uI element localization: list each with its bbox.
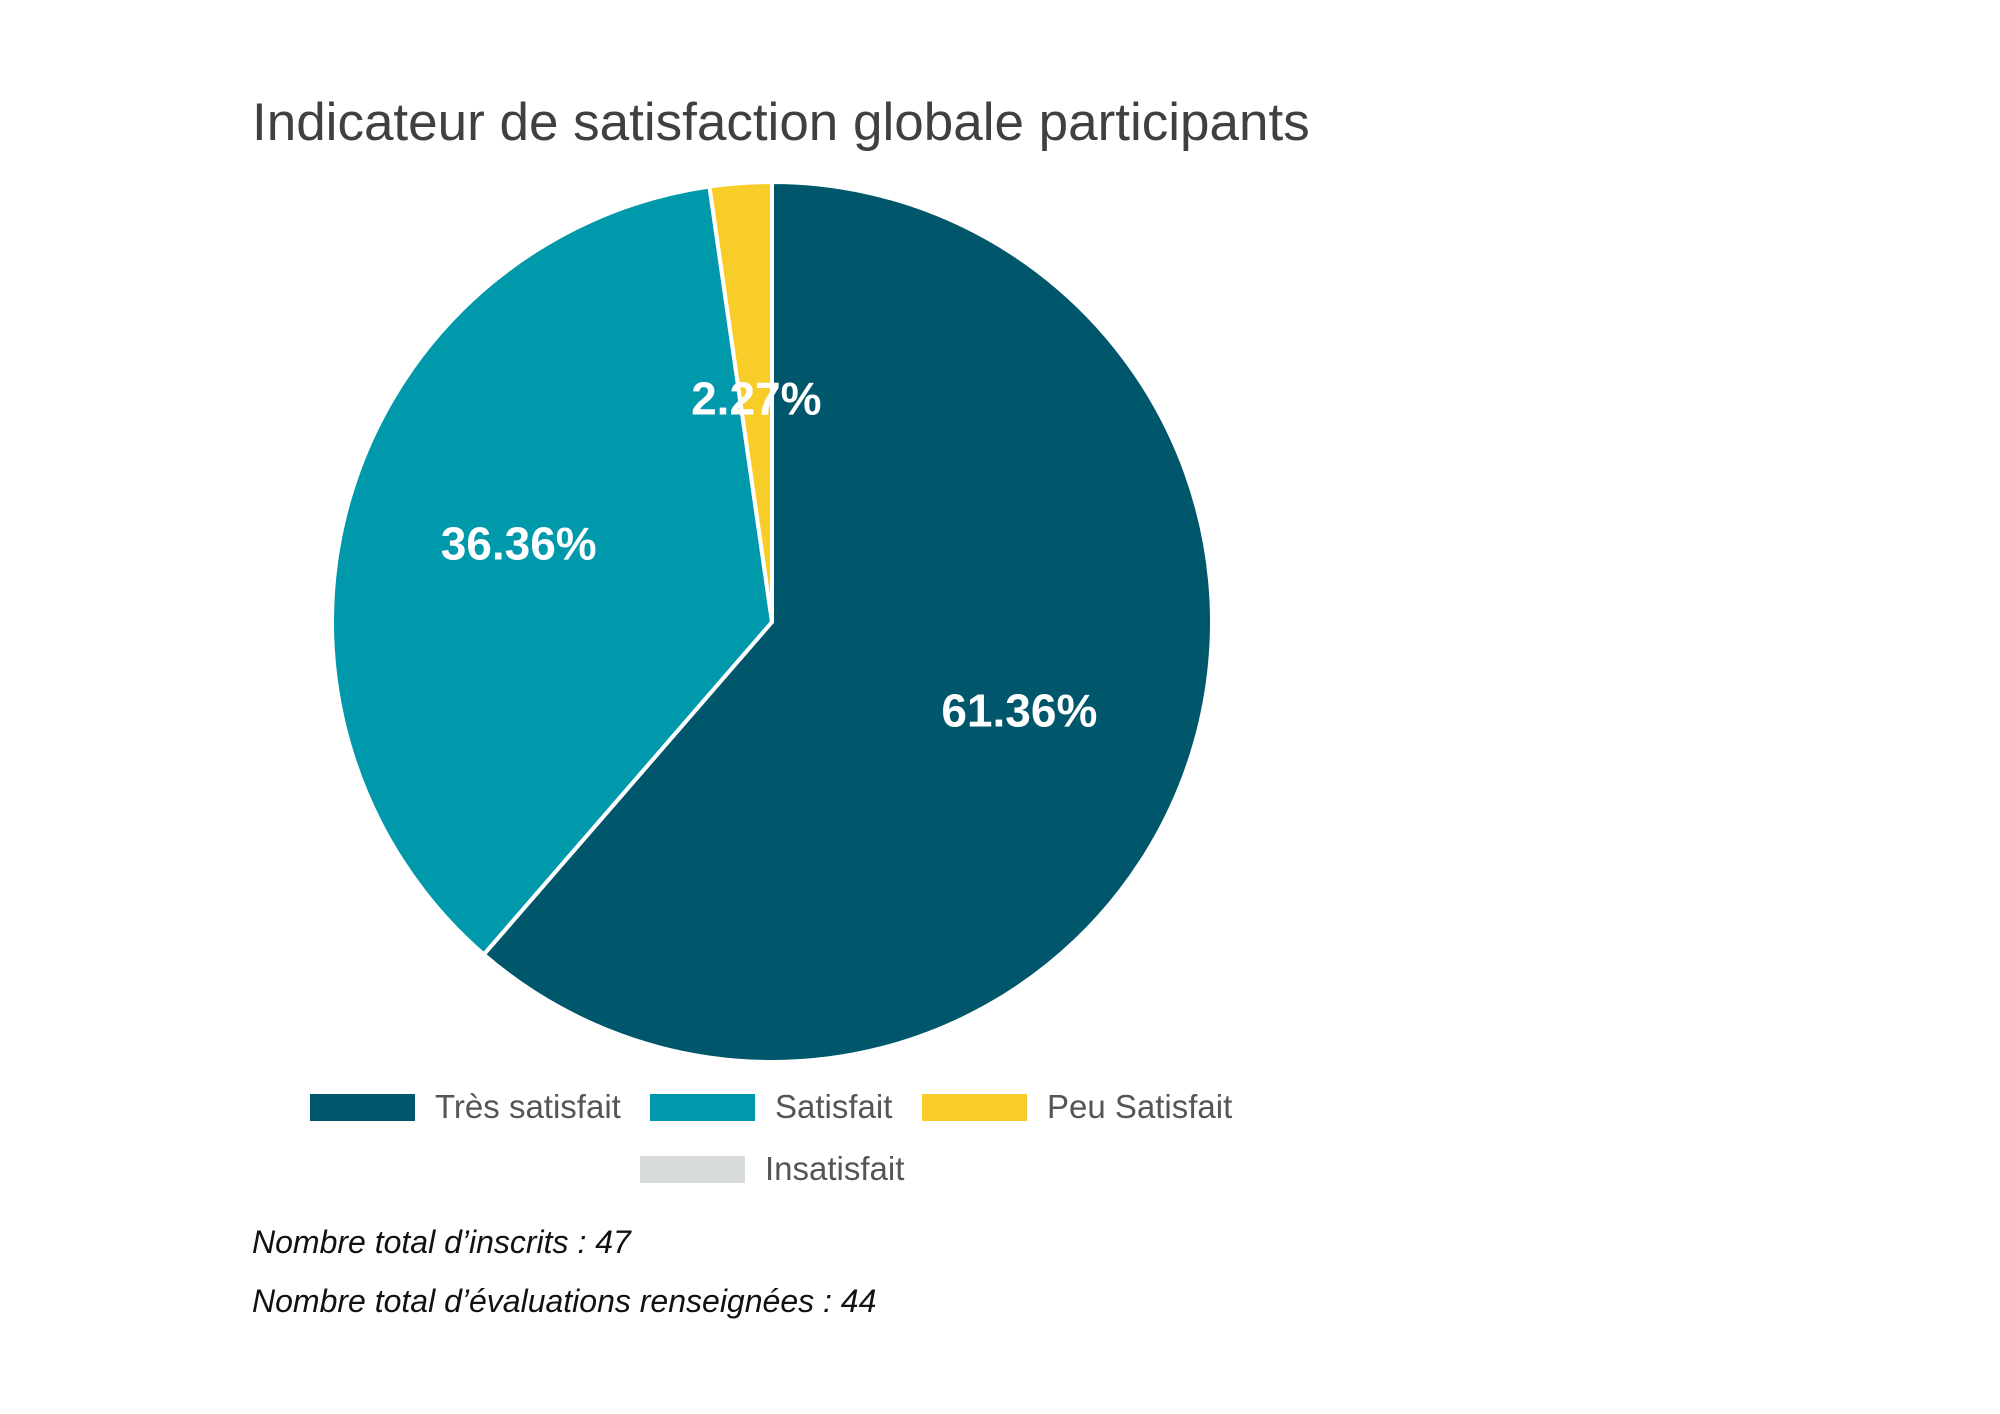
legend-item-insatisfait: Insatisfait	[640, 1150, 904, 1188]
legend-item-satisfait: Satisfait	[650, 1088, 892, 1126]
total-inscrits-note: Nombre total d’inscrits : 47	[252, 1224, 631, 1260]
pie-slice-tres-satisfait	[481, 180, 1214, 1064]
legend-swatch	[310, 1093, 415, 1121]
chart-title: Indicateur de satisfaction globale parti…	[252, 93, 1310, 152]
pie-slices	[330, 180, 1214, 1064]
legend-item-peu-satisfait: Peu Satisfait	[922, 1088, 1232, 1126]
legend-label: Satisfait	[775, 1088, 893, 1125]
pie-value-label-peu-satisfait: 2.27%	[691, 373, 821, 425]
legend-swatch	[922, 1093, 1027, 1121]
pie-chart: 61.36% 36.36% 2.27%	[330, 180, 1214, 1064]
legend-swatch	[640, 1155, 745, 1183]
legend-label: Insatisfait	[765, 1150, 905, 1187]
legend-label: Très satisfait	[435, 1088, 621, 1125]
pie-slice-satisfait	[330, 184, 774, 957]
pie-slice-peu-satisfait	[707, 180, 774, 624]
total-evaluations-note: Nombre total d’évaluations renseignées :…	[252, 1283, 877, 1319]
pie-value-label-tres-satisfait: 61.36%	[941, 684, 1097, 736]
legend-item-tres-satisfait: Très satisfait	[310, 1088, 621, 1126]
pie-value-labels: 61.36% 36.36% 2.27%	[441, 373, 1098, 737]
legend-label: Peu Satisfait	[1047, 1088, 1233, 1125]
pie-value-label-satisfait: 36.36%	[441, 518, 597, 570]
legend-swatch	[650, 1093, 755, 1121]
